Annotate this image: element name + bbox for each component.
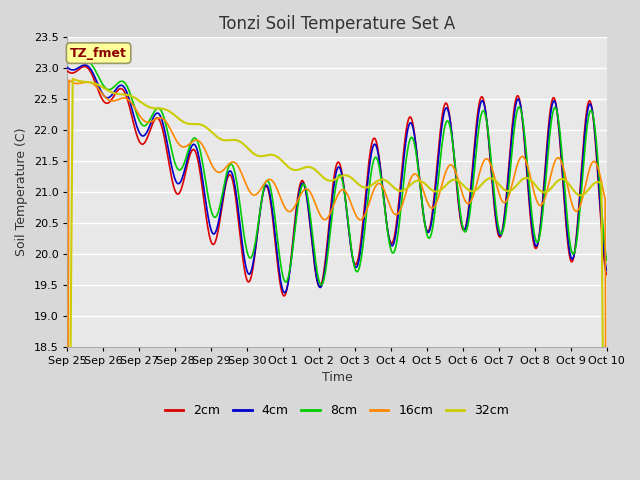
- Title: Tonzi Soil Temperature Set A: Tonzi Soil Temperature Set A: [219, 15, 455, 33]
- Y-axis label: Soil Temperature (C): Soil Temperature (C): [15, 128, 28, 256]
- Legend: 2cm, 4cm, 8cm, 16cm, 32cm: 2cm, 4cm, 8cm, 16cm, 32cm: [160, 399, 515, 422]
- X-axis label: Time: Time: [322, 372, 353, 384]
- Text: TZ_fmet: TZ_fmet: [70, 47, 127, 60]
